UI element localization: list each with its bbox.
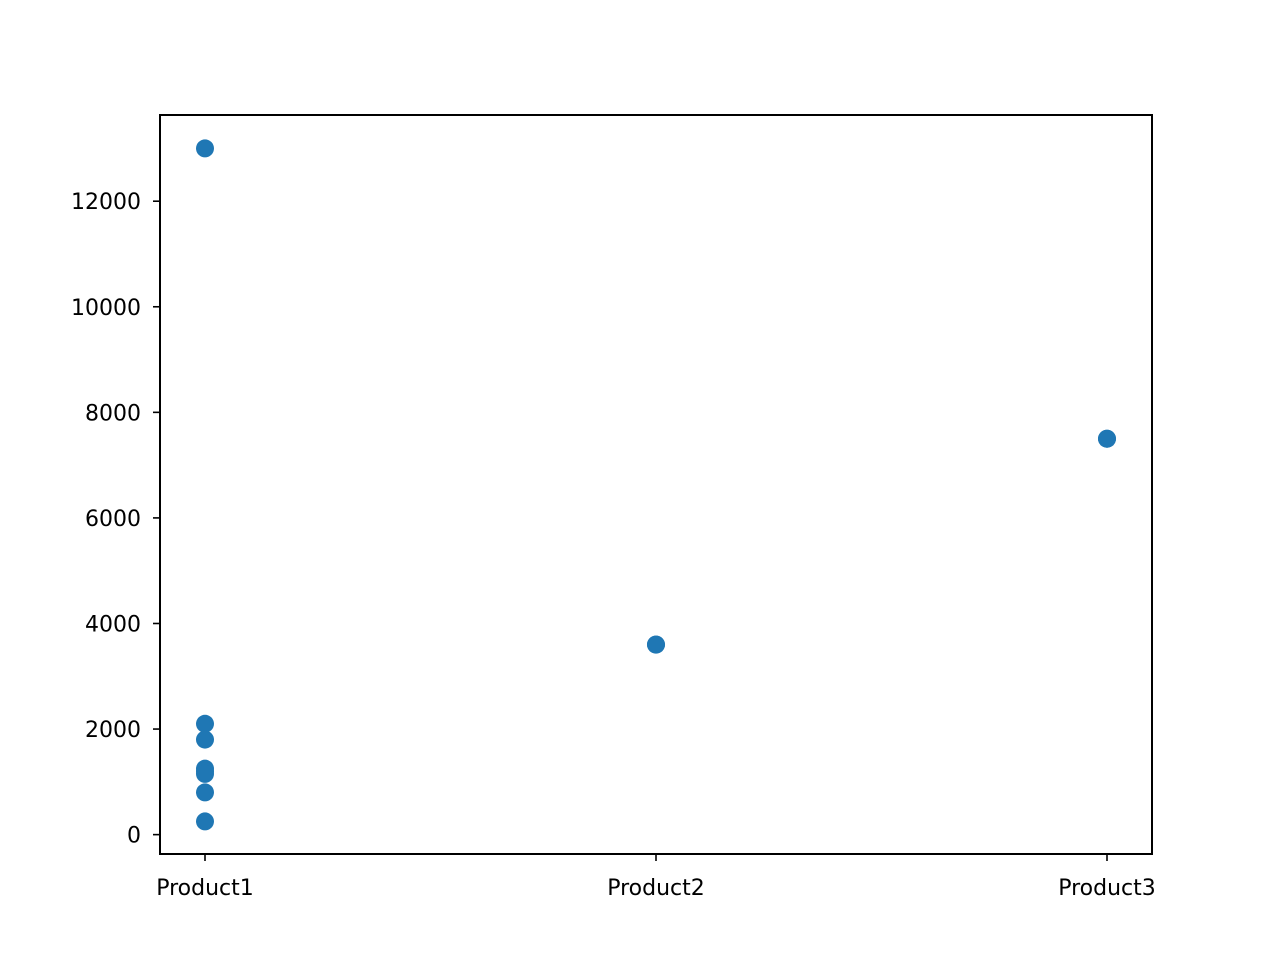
- y-tick-label: 4000: [85, 612, 141, 637]
- data-point: [196, 139, 214, 158]
- y-tick-label: 12000: [71, 190, 141, 215]
- x-tick-label: Product3: [1058, 876, 1156, 901]
- x-tick-label: Product2: [607, 876, 705, 901]
- y-axis-ticks: 0 2000 4000 6000 8000 10000 12000: [71, 190, 160, 849]
- y-tick-label: 2000: [85, 718, 141, 743]
- data-point: [196, 730, 214, 749]
- data-point: [196, 764, 214, 783]
- x-tick-label: Product1: [156, 876, 254, 901]
- x-axis-ticks: Product1 Product2 Product3: [156, 854, 1156, 901]
- data-points: [196, 139, 1116, 831]
- plot-frame: [159, 114, 1153, 855]
- data-point: [1098, 429, 1116, 448]
- y-tick-label: 0: [127, 824, 141, 849]
- data-point: [196, 714, 214, 733]
- data-point: [196, 812, 214, 831]
- data-point: [647, 635, 665, 654]
- y-tick-label: 10000: [71, 296, 141, 321]
- y-tick-label: 6000: [85, 507, 141, 532]
- data-point: [196, 783, 214, 802]
- y-tick-label: 8000: [85, 401, 141, 426]
